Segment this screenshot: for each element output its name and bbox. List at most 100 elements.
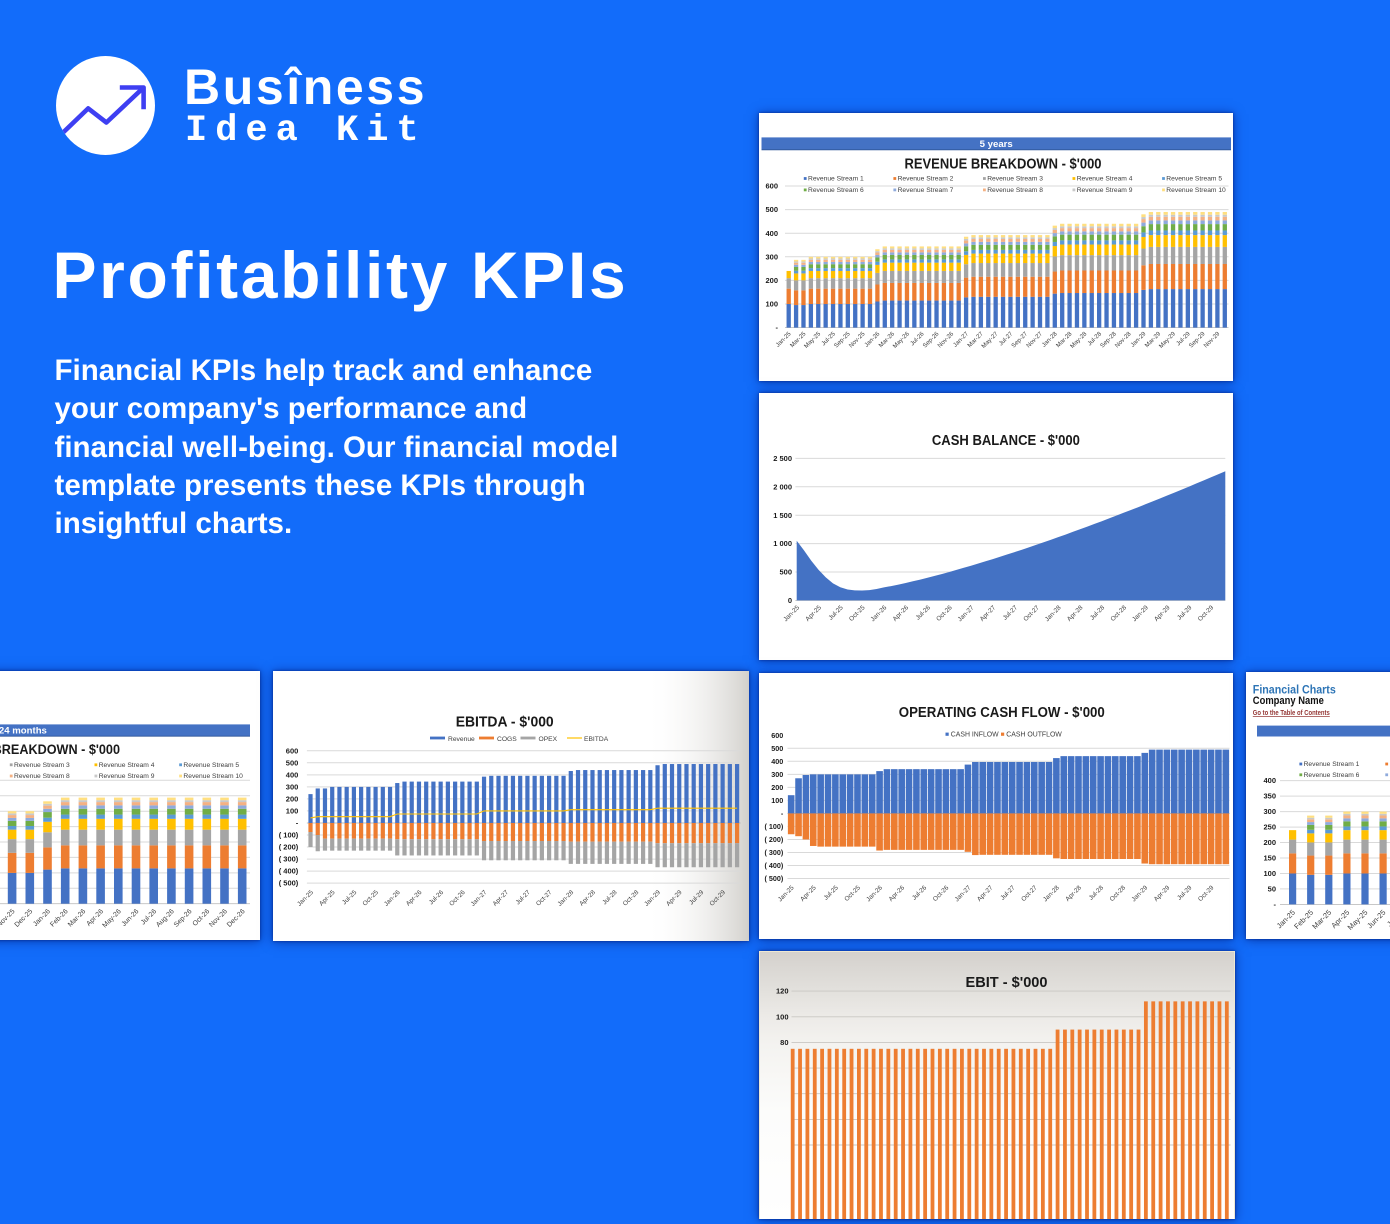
svg-text:Nov-28: Nov-28 (1113, 330, 1132, 349)
svg-text:150: 150 (1263, 853, 1276, 862)
svg-text:May-25: May-25 (802, 330, 822, 350)
svg-text:Apr-26: Apr-26 (891, 604, 910, 623)
svg-text:CASH BALANCE - $'000: CASH BALANCE - $'000 (931, 433, 1079, 449)
svg-text:Apr-27: Apr-27 (975, 884, 994, 903)
svg-text:EBIT - $'000: EBIT - $'000 (965, 975, 1047, 991)
svg-text:Apr-28: Apr-28 (1065, 604, 1084, 623)
svg-text:Revenue Stream 9: Revenue Stream 9 (99, 773, 155, 780)
svg-text:Dec-26: Dec-26 (226, 908, 247, 929)
svg-text:Jul-29: Jul-29 (1176, 604, 1194, 622)
svg-text:0: 0 (787, 596, 791, 605)
svg-text:350: 350 (1263, 791, 1276, 800)
svg-text:300: 300 (1263, 807, 1276, 816)
svg-text:Apr-25: Apr-25 (804, 604, 823, 623)
svg-text:( 100): ( 100) (278, 831, 298, 840)
svg-text:Revenue Stream 5: Revenue Stream 5 (1166, 175, 1222, 182)
svg-text:Apr-25: Apr-25 (799, 884, 818, 903)
svg-text:Oct-27: Oct-27 (1020, 884, 1039, 903)
svg-text:( 400): ( 400) (764, 861, 783, 870)
svg-text:Jan-29: Jan-29 (1130, 884, 1149, 903)
svg-text:May-26: May-26 (891, 330, 911, 350)
svg-text:100: 100 (765, 299, 778, 308)
svg-text:May-25: May-25 (1346, 907, 1370, 931)
svg-text:( 100): ( 100) (764, 822, 783, 831)
svg-text:( 300): ( 300) (278, 855, 298, 864)
svg-text:Mar-26: Mar-26 (67, 908, 88, 929)
svg-text:400: 400 (771, 756, 783, 765)
svg-text:250: 250 (1263, 822, 1276, 831)
svg-text:Jul-26: Jul-26 (910, 884, 928, 902)
svg-text:Jan-25: Jan-25 (782, 604, 801, 623)
svg-text:24 months: 24 months (0, 725, 47, 736)
svg-text:50: 50 (1268, 884, 1276, 893)
svg-text:May-28: May-28 (1068, 330, 1088, 350)
svg-text:COGS: COGS (497, 736, 517, 743)
svg-text:100: 100 (771, 796, 783, 805)
svg-text:Revenue Stream 10: Revenue Stream 10 (1166, 187, 1226, 194)
svg-text:200: 200 (765, 276, 778, 285)
svg-text:Oct-29: Oct-29 (1196, 604, 1215, 623)
svg-text:Oct-28: Oct-28 (1109, 604, 1128, 623)
svg-text:Sep-26: Sep-26 (173, 908, 194, 929)
svg-text:100: 100 (775, 1012, 788, 1021)
svg-text:Revenue Stream 1: Revenue Stream 1 (808, 175, 864, 182)
svg-text:Jul-26: Jul-26 (914, 604, 932, 622)
svg-text:Feb-26: Feb-26 (49, 908, 70, 929)
svg-text:2 000: 2 000 (773, 482, 792, 491)
svg-text:Revenue Stream 5: Revenue Stream 5 (183, 762, 239, 769)
svg-text:Feb-25: Feb-25 (1292, 907, 1315, 930)
svg-text:Jul-28: Jul-28 (1088, 604, 1106, 622)
svg-text:( 400): ( 400) (278, 867, 298, 876)
svg-text:Nov-27: Nov-27 (1025, 330, 1044, 349)
svg-text:Oct-29: Oct-29 (1196, 884, 1215, 903)
svg-text:500: 500 (765, 205, 778, 214)
svg-text:Jul-27: Jul-27 (1001, 604, 1019, 622)
svg-text:Apr-28: Apr-28 (1064, 884, 1083, 903)
svg-text:300: 300 (765, 252, 778, 261)
svg-text:Jan-25: Jan-25 (776, 884, 795, 903)
svg-text:200: 200 (285, 795, 298, 804)
svg-text:Jan-28: Jan-28 (1042, 884, 1061, 903)
svg-text:Revenue Stream 1: Revenue Stream 1 (1304, 761, 1360, 768)
svg-text:200: 200 (771, 783, 783, 792)
svg-text:( 500): ( 500) (278, 879, 298, 888)
svg-text:Jan-26: Jan-26 (32, 908, 52, 928)
svg-text:May-27: May-27 (980, 330, 1000, 350)
svg-text:Company Name: Company Name (1253, 695, 1324, 707)
svg-text:OPEX: OPEX (538, 736, 557, 743)
svg-text:Oct-26: Oct-26 (935, 604, 954, 623)
svg-text:CASH INFLOW: CASH INFLOW (950, 731, 998, 738)
svg-text:EBITDA: EBITDA (584, 736, 609, 743)
svg-text:Oct-27: Oct-27 (1022, 604, 1041, 623)
svg-text:Jul-27: Jul-27 (999, 884, 1017, 902)
svg-text:-: - (775, 323, 778, 332)
svg-text:Jul-29: Jul-29 (1176, 884, 1194, 902)
svg-text:Revenue Stream 6: Revenue Stream 6 (1304, 772, 1360, 779)
svg-text:500: 500 (779, 568, 792, 577)
svg-text:1 500: 1 500 (773, 511, 792, 520)
svg-text:500: 500 (771, 743, 783, 752)
svg-text:1 000: 1 000 (773, 539, 792, 548)
svg-text:Oct-25: Oct-25 (843, 884, 862, 903)
svg-text:Apr-29: Apr-29 (1152, 884, 1171, 903)
svg-text:Jun-25: Jun-25 (1365, 907, 1387, 929)
svg-text:400: 400 (285, 771, 298, 780)
svg-text:Revenue Stream 6: Revenue Stream 6 (808, 187, 864, 194)
svg-text:Jun-26: Jun-26 (121, 908, 141, 928)
svg-text:Revenue: Revenue (448, 736, 475, 743)
svg-text:400: 400 (1263, 776, 1276, 785)
svg-text:REVENUE BREAKDOWN - $'000: REVENUE BREAKDOWN - $'000 (0, 742, 120, 758)
svg-text:-: - (1274, 900, 1277, 909)
svg-text:EBITDA - $'000: EBITDA - $'000 (455, 715, 553, 731)
svg-text:200: 200 (1263, 838, 1276, 847)
svg-text:( 500): ( 500) (764, 874, 783, 883)
svg-text:( 300): ( 300) (764, 848, 783, 857)
svg-text:Revenue Stream 3: Revenue Stream 3 (14, 762, 70, 769)
svg-text:Revenue Stream 7: Revenue Stream 7 (897, 187, 953, 194)
svg-text:Apr-29: Apr-29 (1153, 604, 1172, 623)
svg-text:Mar-25: Mar-25 (1310, 907, 1333, 930)
svg-text:Oct-25: Oct-25 (847, 604, 866, 623)
svg-text:( 200): ( 200) (278, 843, 298, 852)
svg-text:Jul-25: Jul-25 (1385, 907, 1390, 928)
svg-text:100: 100 (285, 807, 298, 816)
